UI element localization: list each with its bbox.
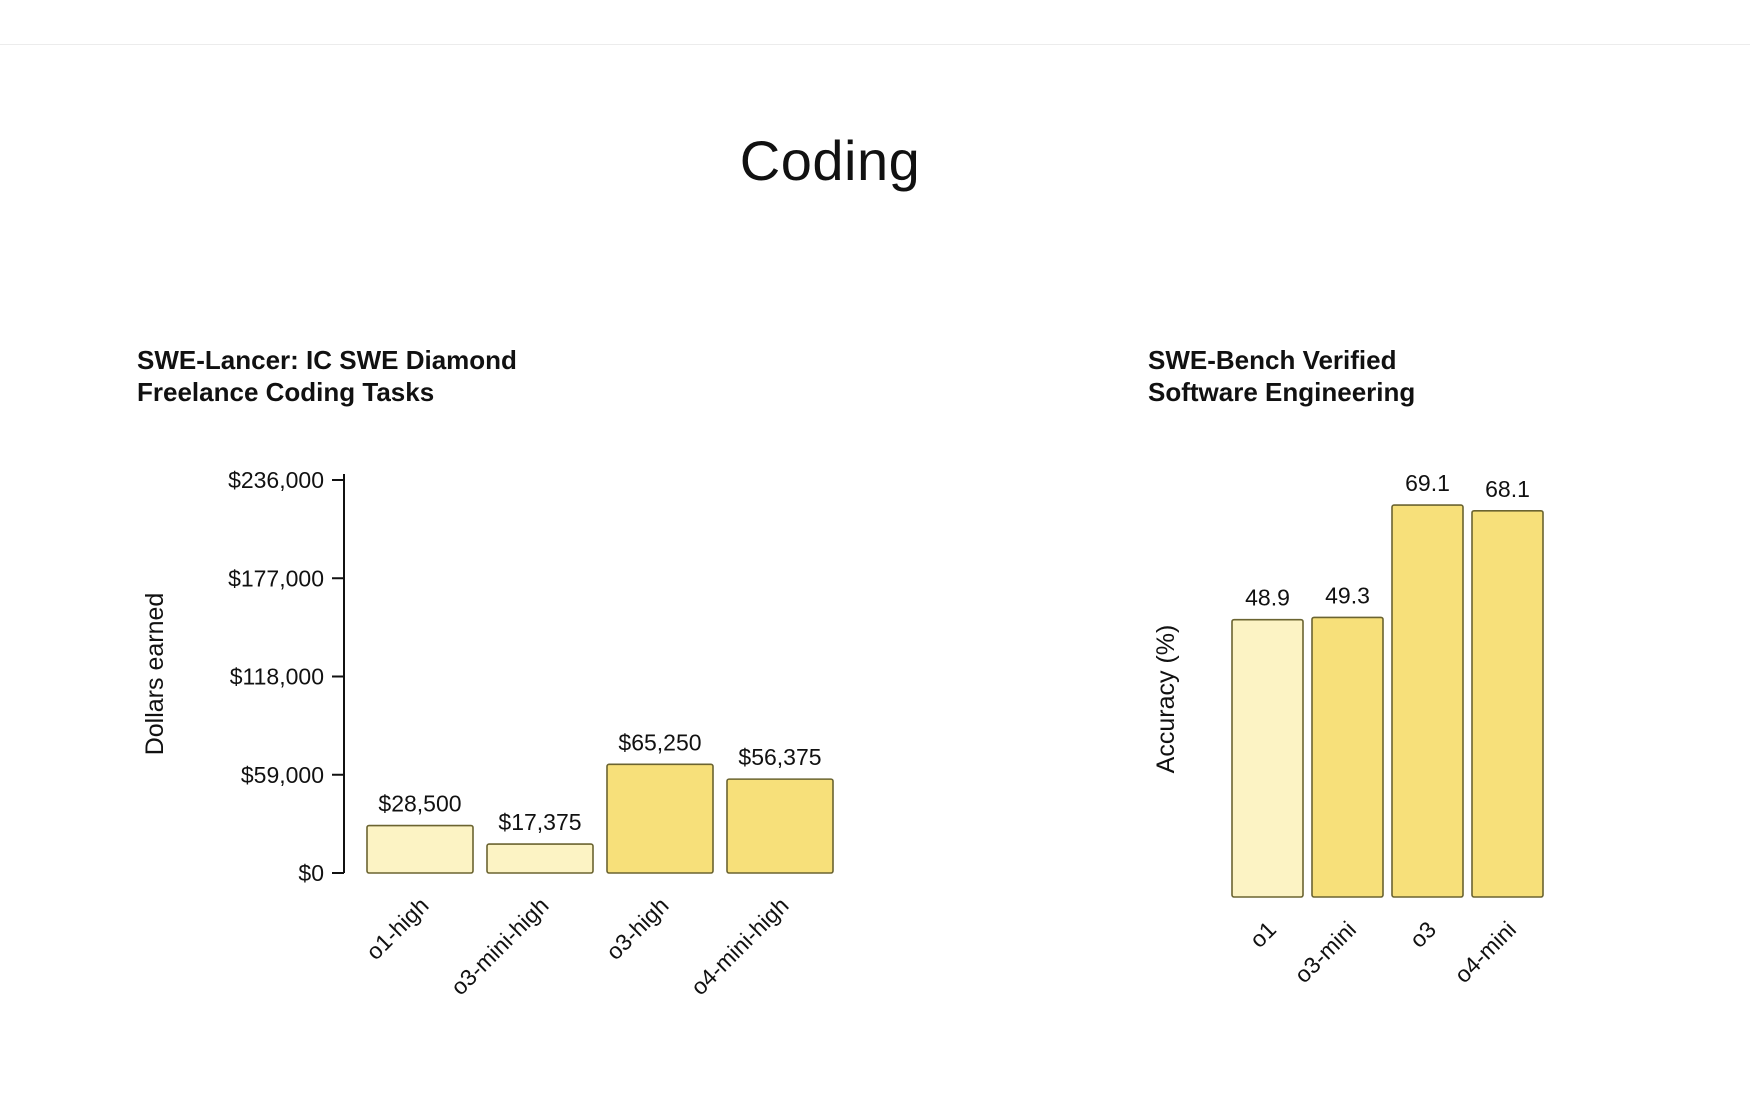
swe-bench-chart-svg: Accuracy (%) 48.9 o1 49.3 o3-mini 69.1 o3 68.1 o… [1152, 470, 1544, 988]
chart-title-line2: Freelance Coding Tasks [137, 377, 435, 407]
x-tick-label: o4-mini-high [686, 892, 794, 1000]
bar-value-label: 69.1 [1405, 470, 1450, 496]
swe-bench-chart-title: SWE-Bench Verified Software Engineering [1148, 344, 1748, 408]
bar [1311, 616, 1384, 898]
y-tick-label: $0 [298, 860, 324, 886]
top-divider [0, 44, 1750, 45]
bar-value-label: $17,375 [498, 809, 581, 835]
chart-title-line1: SWE-Lancer: IC SWE Diamond [137, 345, 517, 375]
bar-value-label: $56,375 [738, 744, 821, 770]
bar [1471, 509, 1544, 898]
bar [1391, 504, 1464, 898]
chart-title-line1: SWE-Bench Verified [1148, 345, 1397, 375]
x-tick-label: o1-high [361, 892, 434, 965]
swe-lancer-chart-svg: Dollars earned $0 $59,000 $118,000 $177,000 $… [141, 467, 834, 1000]
bar-value-label: 68.1 [1485, 476, 1530, 502]
swe-lancer-chart-title: SWE-Lancer: IC SWE Diamond Freelance Cod… [137, 344, 737, 408]
bar-value-label: $65,250 [618, 729, 701, 755]
bar [1231, 618, 1304, 898]
bar-value-label: 48.9 [1245, 585, 1290, 611]
bar [606, 763, 714, 874]
y-tick-label: $236,000 [228, 467, 324, 493]
x-tick-label: o3 [1405, 916, 1441, 952]
swe-bench-chart: Accuracy (%) 48.9 o1 49.3 o3-mini 69.1 o3 68.1 o… [1148, 344, 1708, 1044]
y-axis-label: Accuracy (%) [1152, 625, 1180, 774]
bar-value-label: 49.3 [1325, 582, 1370, 608]
swe-lancer-chart: Dollars earned $0 $59,000 $118,000 $177,000 $… [137, 344, 897, 1044]
y-tick-label: $177,000 [228, 565, 324, 591]
x-tick-label: o3-mini [1289, 916, 1361, 988]
bar [486, 843, 594, 874]
y-tick-label: $59,000 [241, 762, 324, 788]
y-tick-label: $118,000 [230, 664, 324, 690]
section-title: Coding [739, 129, 921, 192]
y-axis-label: Dollars earned [141, 593, 169, 756]
x-tick-label: o4-mini [1449, 916, 1521, 988]
bar-value-label: $28,500 [378, 791, 461, 817]
chart-title-line2: Software Engineering [1148, 377, 1416, 407]
bar [726, 778, 834, 874]
x-tick-label: o3-mini-high [446, 892, 554, 1000]
bar [366, 824, 474, 874]
x-tick-label: o3-high [601, 892, 674, 965]
x-tick-label: o1 [1245, 916, 1281, 952]
